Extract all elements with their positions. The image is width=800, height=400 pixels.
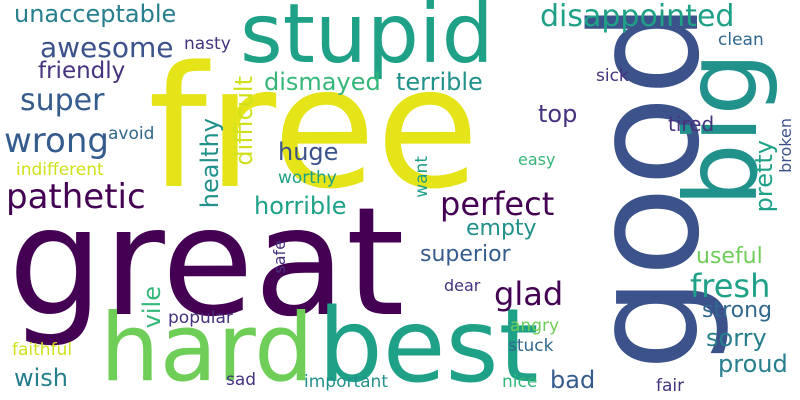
word-best: best [318, 287, 539, 400]
word-pretty: pretty [750, 140, 778, 213]
word-terrible: terrible [396, 68, 483, 96]
word-super: super [20, 83, 105, 118]
word-easy: easy [518, 150, 556, 169]
word-nice: nice [502, 372, 538, 392]
word-difficult: difficult [230, 76, 258, 166]
word-dismayed: dismayed [264, 68, 381, 96]
word-free: free [148, 30, 480, 226]
word-popular: popular [168, 308, 233, 328]
word-faithful: faithful [12, 340, 73, 360]
word-tired: tired [668, 112, 715, 136]
word-sick: sick [596, 66, 629, 86]
word-superior: superior [420, 242, 511, 267]
word-useful: useful [696, 244, 763, 269]
word-indifferent: indifferent [16, 160, 104, 180]
word-fair: fair [656, 376, 685, 396]
word-clean: clean [718, 30, 764, 50]
word-stuck: stuck [508, 336, 554, 356]
word-stupid: stupid [240, 0, 494, 82]
word-hard: hard [100, 294, 314, 400]
word-top: top [538, 100, 578, 128]
word-great: great [8, 176, 405, 350]
word-awesome: awesome [40, 31, 174, 64]
word-dear: dear [444, 276, 481, 295]
word-friendly: friendly [38, 58, 126, 84]
word-angry: angry [510, 316, 560, 336]
word-bad: bad [550, 366, 596, 394]
word-wish: wish [14, 364, 69, 392]
word-sad: sad [226, 370, 257, 390]
word-empty: empty [466, 216, 537, 241]
word-avoid: avoid [108, 124, 155, 144]
word-worthy: worthy [278, 168, 337, 188]
word-pathetic: pathetic [6, 177, 146, 217]
word-perfect: perfect [440, 185, 555, 223]
word-vile: vile [138, 286, 166, 329]
word-strong: strong [702, 298, 773, 323]
word-healthy: healthy [196, 118, 224, 209]
word-glad: glad [494, 275, 564, 313]
word-horrible: horrible [254, 192, 347, 220]
word-unacceptable: unacceptable [14, 0, 177, 28]
word-disappointed: disappointed [540, 0, 735, 34]
word-sorry: sorry [706, 324, 767, 352]
word-want: want [412, 156, 432, 198]
word-fresh: fresh [690, 267, 771, 305]
word-safe: safe [270, 240, 289, 274]
word-important: important [304, 372, 388, 392]
word-proud: proud [718, 350, 788, 378]
word-nasty: nasty [184, 34, 231, 54]
word-huge: huge [278, 138, 339, 166]
word-wrong: wrong [4, 121, 109, 161]
word-broken: broken [776, 118, 795, 173]
